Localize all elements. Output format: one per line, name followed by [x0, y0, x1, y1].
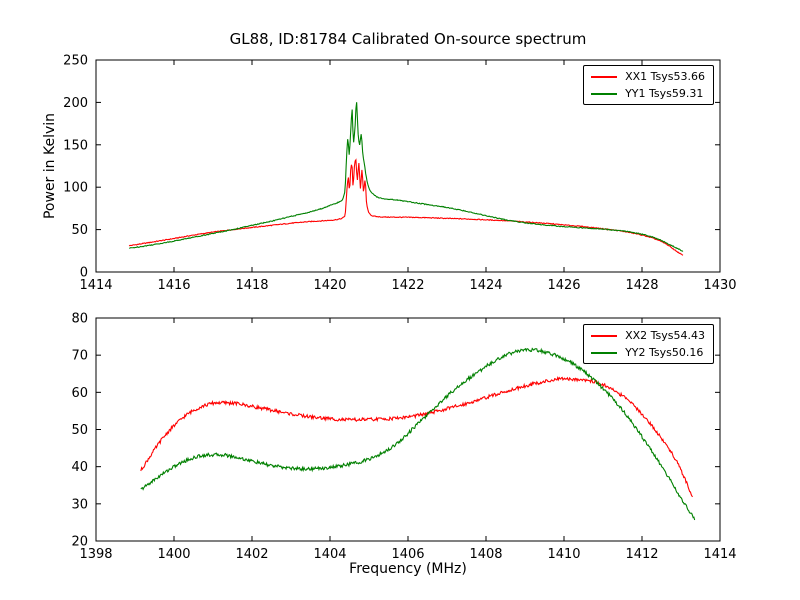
- x-tick-label: 1402: [235, 547, 268, 562]
- figure-title: GL88, ID:81784 Calibrated On-source spec…: [230, 30, 587, 48]
- y-tick-label: 70: [71, 349, 88, 364]
- x-tick-label: 1410: [547, 547, 580, 562]
- y-tick-label: 50: [71, 423, 88, 438]
- y-tick-label: 20: [71, 535, 88, 550]
- x-tick-label: 1408: [469, 547, 502, 562]
- plot-area-0: [128, 102, 684, 256]
- x-tick-label: 1406: [391, 547, 424, 562]
- series-line-yy1: [129, 102, 684, 252]
- x-tick-label: 1414: [79, 278, 112, 293]
- x-tick-label: 1412: [625, 547, 658, 562]
- legend-label: YY1 Tsys59.31: [625, 87, 704, 100]
- legend-bottom-plot: XX2 Tsys54.43 YY2 Tsys50.16: [583, 324, 714, 364]
- axes-layer: 1414 1416 1418 1420 1422 1424 1426 1428 1430 0 50 1…: [63, 54, 736, 563]
- x-tick-label: 1428: [625, 278, 658, 293]
- y-tick-label: 100: [63, 181, 88, 196]
- legend-entry: YY2 Tsys50.16: [591, 346, 705, 359]
- legend-entry: XX2 Tsys54.43: [591, 329, 705, 342]
- y-tick-label: 60: [71, 386, 88, 401]
- x-tick-label: 1422: [391, 278, 424, 293]
- legend-entry: XX1 Tsys53.66: [591, 70, 705, 83]
- y-tick-label: 80: [71, 312, 88, 327]
- x-tick-label: 1404: [313, 547, 346, 562]
- y-tick-label: 40: [71, 460, 88, 475]
- legend-label: XX1 Tsys53.66: [625, 70, 705, 83]
- series-line-xx1: [128, 158, 684, 256]
- y-axis-label-top-plot: Power in Kelvin: [42, 113, 58, 219]
- x-axis-label-bottom-plot: Frequency (MHz): [349, 561, 467, 577]
- legend-label: XX2 Tsys54.43: [625, 329, 705, 342]
- x-tick-label: 1400: [157, 547, 190, 562]
- legend-line-sample: [591, 351, 618, 354]
- legend-line-sample: [591, 75, 618, 78]
- x-tick-label: 1430: [703, 278, 736, 293]
- x-tick-label: 1426: [547, 278, 580, 293]
- plot-area-1: [140, 347, 696, 521]
- x-tick-label: 1424: [469, 278, 502, 293]
- legend-line-sample: [591, 334, 618, 337]
- x-tick-label: 1416: [157, 278, 190, 293]
- x-tick-label: 1398: [79, 547, 112, 562]
- legend-top-plot: XX1 Tsys53.66 YY1 Tsys59.31: [583, 65, 714, 105]
- y-tick-label: 0: [80, 266, 88, 281]
- x-tick-label: 1418: [235, 278, 268, 293]
- y-tick-label: 200: [63, 96, 88, 111]
- x-tick-label: 1420: [313, 278, 346, 293]
- y-tick-label: 50: [71, 223, 88, 238]
- legend-line-sample: [591, 92, 618, 95]
- y-tick-label: 30: [71, 497, 88, 512]
- series-line-yy2: [140, 347, 696, 521]
- y-tick-label: 150: [63, 138, 88, 153]
- y-tick-label: 250: [63, 54, 88, 69]
- legend-entry: YY1 Tsys59.31: [591, 87, 705, 100]
- legend-label: YY2 Tsys50.16: [625, 346, 704, 359]
- x-tick-label: 1414: [703, 547, 736, 562]
